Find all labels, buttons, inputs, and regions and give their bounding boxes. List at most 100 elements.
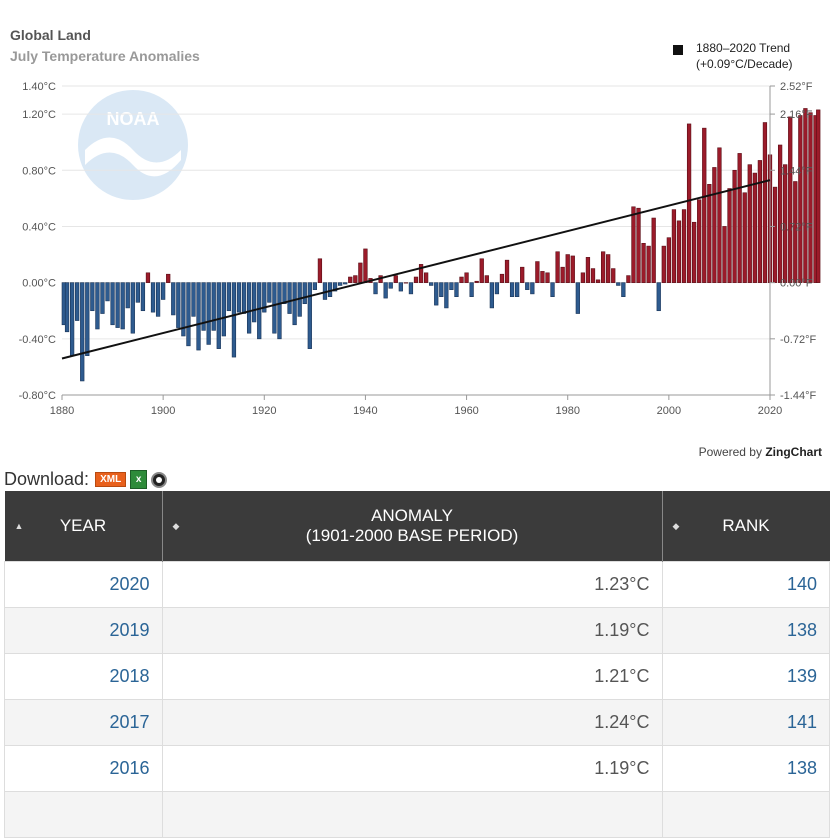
bar[interactable] [363, 248, 368, 283]
excel-download-icon[interactable]: x [130, 470, 148, 489]
bar[interactable] [75, 282, 80, 321]
bar[interactable] [621, 282, 626, 297]
bar[interactable] [95, 282, 100, 330]
bar[interactable] [752, 172, 757, 283]
bar[interactable] [332, 282, 338, 292]
bar[interactable] [282, 282, 287, 305]
bar[interactable] [408, 282, 414, 295]
bar[interactable] [666, 237, 671, 283]
bar[interactable] [777, 144, 783, 283]
bar[interactable] [246, 282, 252, 334]
year-cell[interactable] [4, 791, 163, 838]
bar[interactable] [540, 271, 545, 283]
rank-cell[interactable] [661, 791, 830, 838]
bar[interactable] [292, 282, 297, 326]
bar[interactable] [504, 259, 510, 283]
bar[interactable] [469, 282, 474, 297]
bar[interactable] [393, 275, 398, 283]
bar[interactable] [489, 282, 494, 309]
bar[interactable] [484, 275, 489, 283]
bar[interactable] [120, 282, 125, 330]
bar[interactable] [383, 282, 388, 299]
bar[interactable] [626, 275, 631, 283]
rank-cell[interactable]: 138 [661, 607, 830, 654]
year-cell[interactable]: 2020 [4, 561, 163, 608]
bar[interactable] [816, 109, 821, 283]
rank-column-header[interactable]: ◆ RANK [662, 491, 830, 562]
year-cell[interactable]: 2017 [4, 699, 163, 746]
bar[interactable] [155, 282, 161, 317]
bar[interactable] [110, 282, 115, 326]
bar[interactable] [474, 280, 479, 283]
bar[interactable] [388, 282, 393, 289]
bar[interactable] [150, 282, 156, 313]
bar[interactable] [186, 282, 191, 347]
rank-cell[interactable]: 139 [661, 653, 830, 700]
rank-cell[interactable]: 141 [661, 699, 830, 746]
bar[interactable] [140, 282, 146, 312]
bar[interactable] [697, 199, 702, 283]
bar[interactable] [520, 266, 525, 283]
bar[interactable] [692, 221, 697, 283]
bar[interactable] [191, 282, 196, 317]
bar[interactable] [338, 282, 343, 286]
bar[interactable] [429, 282, 434, 286]
bar[interactable] [252, 282, 257, 323]
xml-download-icon[interactable]: XML [95, 472, 127, 487]
bar[interactable] [661, 245, 666, 283]
bar[interactable] [181, 282, 186, 337]
bar[interactable] [449, 282, 454, 290]
bar[interactable] [196, 282, 201, 351]
bar[interactable] [575, 282, 580, 314]
bar[interactable] [656, 282, 661, 312]
bar[interactable] [808, 112, 813, 283]
bar[interactable] [226, 282, 232, 312]
bar[interactable] [565, 254, 570, 283]
bar[interactable] [636, 207, 641, 283]
bar[interactable] [580, 272, 586, 283]
bar[interactable] [64, 282, 70, 333]
bar[interactable] [686, 123, 692, 283]
year-cell[interactable]: 2018 [4, 653, 163, 700]
bar[interactable] [439, 282, 444, 297]
bar[interactable] [788, 116, 793, 283]
bar[interactable] [727, 188, 732, 283]
bar[interactable] [373, 282, 378, 295]
bar[interactable] [312, 282, 317, 290]
bar[interactable] [616, 282, 621, 286]
bar[interactable] [287, 282, 292, 314]
bar[interactable] [105, 282, 110, 302]
bar[interactable] [742, 192, 747, 283]
bar[interactable] [418, 264, 424, 283]
bar[interactable] [161, 282, 166, 300]
bar[interactable] [722, 226, 727, 283]
bar[interactable] [211, 282, 216, 331]
bar[interactable] [115, 282, 120, 328]
year-cell[interactable]: 2019 [4, 607, 163, 654]
bar[interactable] [535, 261, 540, 283]
bar[interactable] [772, 186, 778, 283]
bar[interactable] [545, 272, 550, 283]
bar[interactable] [555, 251, 560, 283]
bar[interactable] [201, 282, 206, 331]
bar[interactable] [651, 217, 656, 283]
bar[interactable] [423, 272, 429, 283]
bar[interactable] [302, 282, 307, 305]
bar[interactable] [135, 282, 140, 303]
bar[interactable] [262, 282, 267, 313]
anomaly-column-header[interactable]: ◆ ANOMALY (1901-2000 BASE PERIOD) [162, 491, 663, 562]
bar[interactable] [747, 164, 752, 283]
bar[interactable] [757, 160, 763, 283]
bar[interactable] [550, 282, 555, 297]
bar[interactable] [676, 220, 682, 283]
bar[interactable] [585, 257, 591, 283]
bar[interactable] [641, 243, 646, 283]
bar[interactable] [317, 258, 323, 283]
bar[interactable] [206, 282, 211, 345]
bar[interactable] [509, 282, 515, 297]
bar[interactable] [611, 268, 616, 283]
bar[interactable] [499, 273, 505, 283]
bar[interactable] [681, 209, 687, 283]
bar[interactable] [732, 169, 737, 283]
bar[interactable] [646, 245, 651, 283]
